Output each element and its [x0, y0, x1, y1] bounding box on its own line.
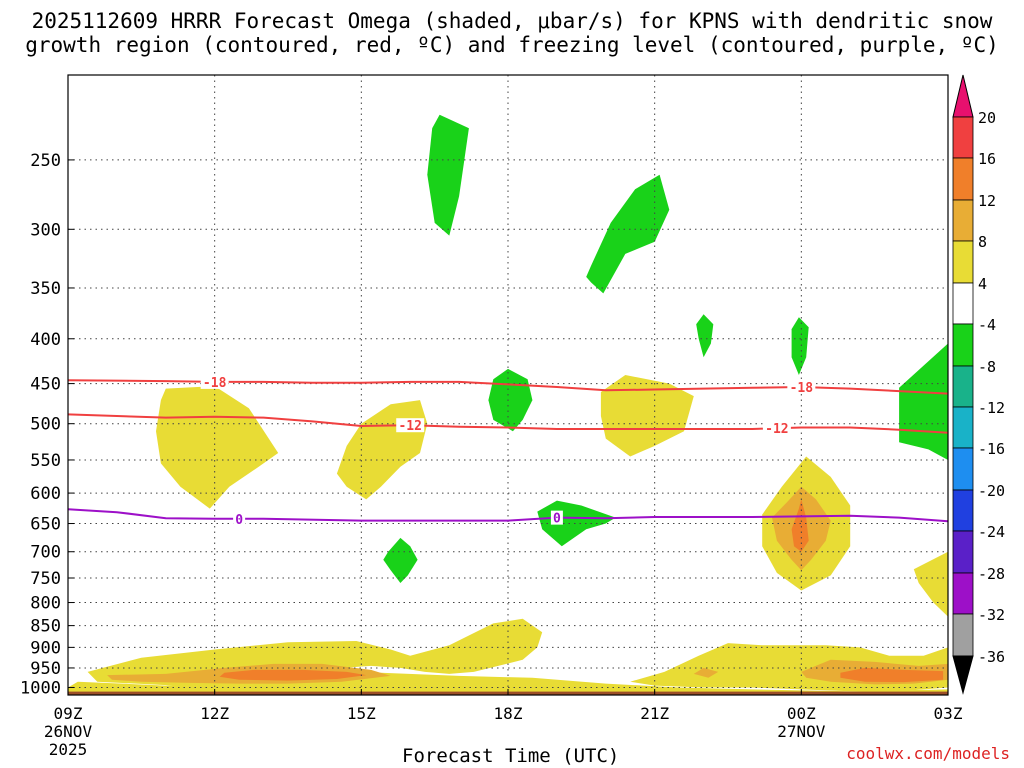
contour-labels: -18 -18 -12 -12 0 0	[200, 374, 816, 528]
y-tick-label-450: 450	[30, 375, 61, 395]
colorbar-bin-2	[952, 157, 974, 201]
contour-label-2-1: 0	[553, 512, 561, 527]
chart-title-line-1: 2025112609 HRRR Forecast Omega (shaded, …	[31, 9, 993, 33]
omega-region-19	[693, 667, 719, 678]
colorbar-legend: 20 16 12 8 4 -4 -8 -12 -16 -20 -24 -28 -32 -36	[952, 74, 1005, 695]
colorbar-bin-13	[952, 613, 974, 657]
colorbar-top-arrow	[952, 74, 974, 118]
colorbar-label-11: -28	[978, 565, 1005, 583]
contour-label-bg-2-0	[233, 511, 246, 526]
contour-label-0-1: -18	[790, 381, 814, 396]
chart-title-line-2: growth region (contoured, red, ºC) and f…	[25, 33, 999, 57]
y-tick-label-250: 250	[30, 151, 61, 171]
x-tick-label-12Z: 12Z	[200, 704, 229, 723]
x-tick-label-18Z: 18Z	[494, 704, 523, 723]
x-tick-date-09Z: 26NOV	[44, 722, 93, 741]
y-tick-label-750: 750	[30, 569, 61, 589]
contour-label-bg-0-1	[787, 379, 816, 394]
colorbar-bin-1	[952, 116, 974, 159]
omega-region-2	[696, 314, 714, 358]
x-tick-label-09Z: 09Z	[54, 704, 83, 723]
omega-region-10	[600, 375, 694, 457]
x-tick-date-00Z: 27NOV	[777, 722, 826, 741]
omega-region-6	[537, 500, 616, 547]
omega-region-20	[219, 669, 367, 681]
contour-label-bg-1-1	[762, 421, 791, 436]
grid-lines	[67, 75, 949, 695]
colorbar-bin-12	[952, 572, 974, 615]
colorbar-label-5: -4	[978, 316, 996, 334]
colorbar-label-8: -16	[978, 440, 1005, 458]
contour-label-0-0: -18	[203, 376, 227, 391]
site-credit: coolwx.com/models	[846, 744, 1010, 763]
contour-label-1-0: -12	[398, 419, 421, 434]
contour-label-2-0: 0	[235, 513, 243, 528]
y-tick-label-850: 850	[30, 617, 61, 637]
omega-region-0	[427, 114, 469, 236]
contour-label-bg-1-0	[396, 418, 425, 433]
colorbar-label-7: -12	[978, 399, 1005, 417]
omega-region-1	[586, 174, 670, 294]
colorbar-bin-7	[952, 365, 974, 408]
colorbar-bin-11	[952, 530, 974, 574]
y-tick-label-650: 650	[30, 515, 61, 535]
x-axis-title: Forecast Time (UTC)	[402, 745, 620, 767]
colorbar-label-13: -36	[978, 648, 1005, 666]
y-tick-label-300: 300	[30, 220, 61, 240]
y-tick-label-400: 400	[30, 330, 61, 350]
contour-label-1-1: -12	[765, 422, 788, 437]
colorbar-label-1: 16	[978, 150, 996, 168]
colorbar-bin-4	[952, 240, 974, 284]
x-tick-label-21Z: 21Z	[640, 704, 669, 723]
omega-region-8	[156, 386, 279, 509]
x-tick-year-09Z: 2025	[49, 740, 88, 759]
colorbar-label-6: -8	[978, 358, 996, 376]
colorbar-label-9: -20	[978, 482, 1005, 500]
contour-label-bg-2-1	[550, 510, 563, 525]
y-tick-label-950: 950	[30, 659, 61, 679]
colorbar-label-10: -24	[978, 523, 1005, 541]
colorbar-bin-8	[952, 406, 974, 449]
omega-region-13	[87, 618, 543, 686]
omega-region-22	[840, 667, 944, 683]
y-tick-label-600: 600	[30, 484, 61, 504]
colorbar-label-2: 12	[978, 192, 996, 210]
y-axis: 2503003504004505005506006507007508008509…	[20, 151, 74, 698]
colorbar-label-3: 8	[978, 233, 987, 251]
omega-region-3	[791, 317, 809, 375]
omega-region-21	[791, 499, 809, 552]
y-tick-label-900: 900	[30, 638, 61, 658]
colorbar-label-4: 4	[978, 275, 987, 293]
colorbar-label-0: 20	[978, 109, 996, 127]
x-tick-label-15Z: 15Z	[347, 704, 376, 723]
colorbar-bin-10	[952, 489, 974, 532]
colorbar-bin-9	[952, 447, 974, 491]
omega-region-4	[488, 368, 533, 432]
contour-line-1	[68, 413, 948, 434]
colorbar-bin-6	[952, 323, 974, 367]
omega-region-12	[913, 551, 948, 617]
x-tick-label-03Z: 03Z	[934, 704, 963, 723]
omega-region-5	[899, 343, 948, 460]
omega-region-7	[383, 537, 418, 583]
y-tick-label-800: 800	[30, 594, 61, 614]
y-tick-label-550: 550	[30, 451, 61, 471]
x-tick-label-00Z: 00Z	[787, 704, 816, 723]
colorbar-bottom-arrow	[952, 655, 974, 695]
contour-label-bg-0-0	[200, 374, 229, 389]
omega-region-9	[336, 400, 428, 500]
y-tick-label-500: 500	[30, 415, 61, 435]
omega-region-15	[68, 671, 948, 695]
colorbar-bin-3	[952, 199, 974, 242]
colorbar-bin-5	[952, 282, 974, 325]
y-tick-label-350: 350	[30, 279, 61, 299]
y-tick-label-1000: 1000	[20, 678, 61, 698]
y-tick-label-700: 700	[30, 543, 61, 563]
colorbar-label-12: -32	[978, 606, 1005, 624]
